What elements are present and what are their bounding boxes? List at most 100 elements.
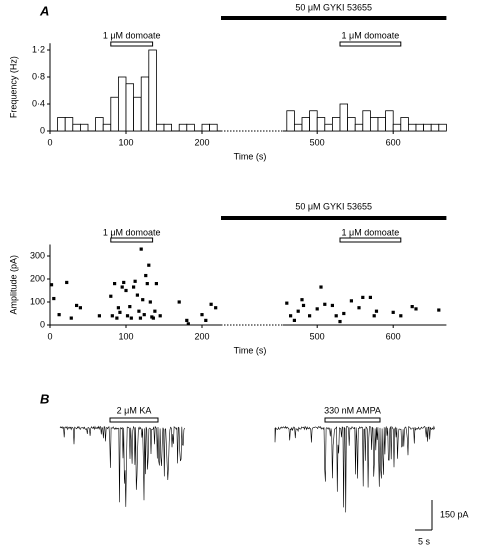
x-tick-label: 100: [118, 137, 133, 147]
application-bar: [109, 417, 159, 423]
point: [125, 314, 130, 318]
scale-bar-label: 150 pA: [440, 509, 469, 519]
point: [308, 314, 312, 318]
y-tick-label: 0·8: [32, 71, 45, 81]
x-tick-label: 500: [310, 137, 325, 147]
bar: [118, 76, 127, 132]
point: [52, 296, 56, 301]
panel-label: A: [39, 3, 49, 18]
point: [361, 295, 365, 299]
bar: [80, 123, 89, 132]
bar: [407, 123, 417, 132]
point: [137, 309, 141, 313]
x-tick-label: 0: [47, 137, 52, 147]
point: [289, 314, 293, 318]
point: [214, 306, 218, 310]
point: [144, 273, 148, 278]
y-tick-label: 200: [30, 273, 45, 283]
x-tick-label: 600: [386, 137, 401, 147]
point: [334, 314, 338, 318]
bar: [331, 117, 341, 132]
annotation-label: 1 μM domoate: [342, 227, 400, 237]
point: [349, 299, 353, 303]
point: [151, 316, 155, 320]
point: [330, 303, 334, 308]
bar: [385, 110, 394, 132]
point: [145, 282, 149, 286]
point: [410, 305, 414, 309]
point: [292, 318, 296, 322]
point: [138, 316, 143, 320]
bar: [400, 117, 409, 132]
point: [116, 306, 120, 310]
point: [315, 307, 319, 311]
point: [185, 318, 189, 322]
point: [285, 301, 289, 305]
bar: [286, 110, 295, 132]
point: [49, 283, 54, 287]
application-bar: [339, 41, 402, 47]
y-tick-label: 0·4: [32, 98, 45, 108]
point: [139, 247, 143, 251]
x-tick-label: 200: [194, 331, 209, 341]
scale-bar-label: 5 s: [418, 536, 431, 546]
y-axis-label: Amplitude (pA): [8, 255, 18, 315]
bar: [301, 117, 310, 132]
point: [115, 316, 119, 320]
y-tick-label: 300: [30, 250, 45, 260]
point: [158, 314, 162, 318]
point: [301, 303, 306, 308]
point: [148, 300, 152, 304]
bar: [102, 123, 112, 132]
point: [69, 316, 73, 320]
application-bar: [110, 237, 154, 243]
x-tick-label: 600: [386, 331, 401, 341]
point: [296, 309, 300, 313]
x-tick-label: 100: [118, 331, 133, 341]
point: [78, 306, 82, 310]
bar: [178, 123, 188, 132]
point: [118, 310, 122, 314]
point: [437, 308, 441, 312]
bar: [110, 96, 119, 132]
bar: [293, 123, 303, 132]
bar: [125, 83, 134, 132]
point: [147, 263, 151, 267]
bar: [316, 117, 326, 132]
point: [124, 288, 128, 293]
current-trace: [274, 425, 435, 513]
point: [133, 279, 137, 283]
point: [319, 285, 323, 289]
application-bar: [339, 237, 402, 243]
point: [399, 314, 403, 318]
application-bar: [110, 41, 154, 47]
point: [135, 293, 139, 297]
bar: [369, 117, 379, 132]
bar: [209, 123, 218, 132]
bar: [362, 110, 371, 132]
point: [391, 310, 395, 314]
application-bar: [221, 216, 447, 220]
annotation-label: 2 μM KA: [117, 405, 152, 415]
bar: [392, 123, 402, 132]
annotation-label: 50 μM GYKI 53655: [295, 2, 372, 12]
point: [141, 298, 145, 302]
application-bar: [324, 417, 381, 423]
point: [209, 302, 213, 306]
point: [204, 318, 208, 322]
point: [372, 314, 376, 318]
bar: [201, 123, 210, 132]
bar: [140, 76, 150, 132]
point: [142, 313, 146, 317]
point: [122, 280, 126, 285]
point: [109, 294, 113, 298]
bar: [148, 49, 157, 132]
annotation-label: 1 μM domoate: [103, 227, 161, 237]
application-bar: [221, 16, 447, 20]
x-tick-label: 500: [310, 331, 325, 341]
point: [374, 309, 379, 313]
point: [110, 314, 114, 318]
bar: [438, 123, 447, 132]
point: [65, 280, 69, 285]
bar: [354, 123, 364, 132]
